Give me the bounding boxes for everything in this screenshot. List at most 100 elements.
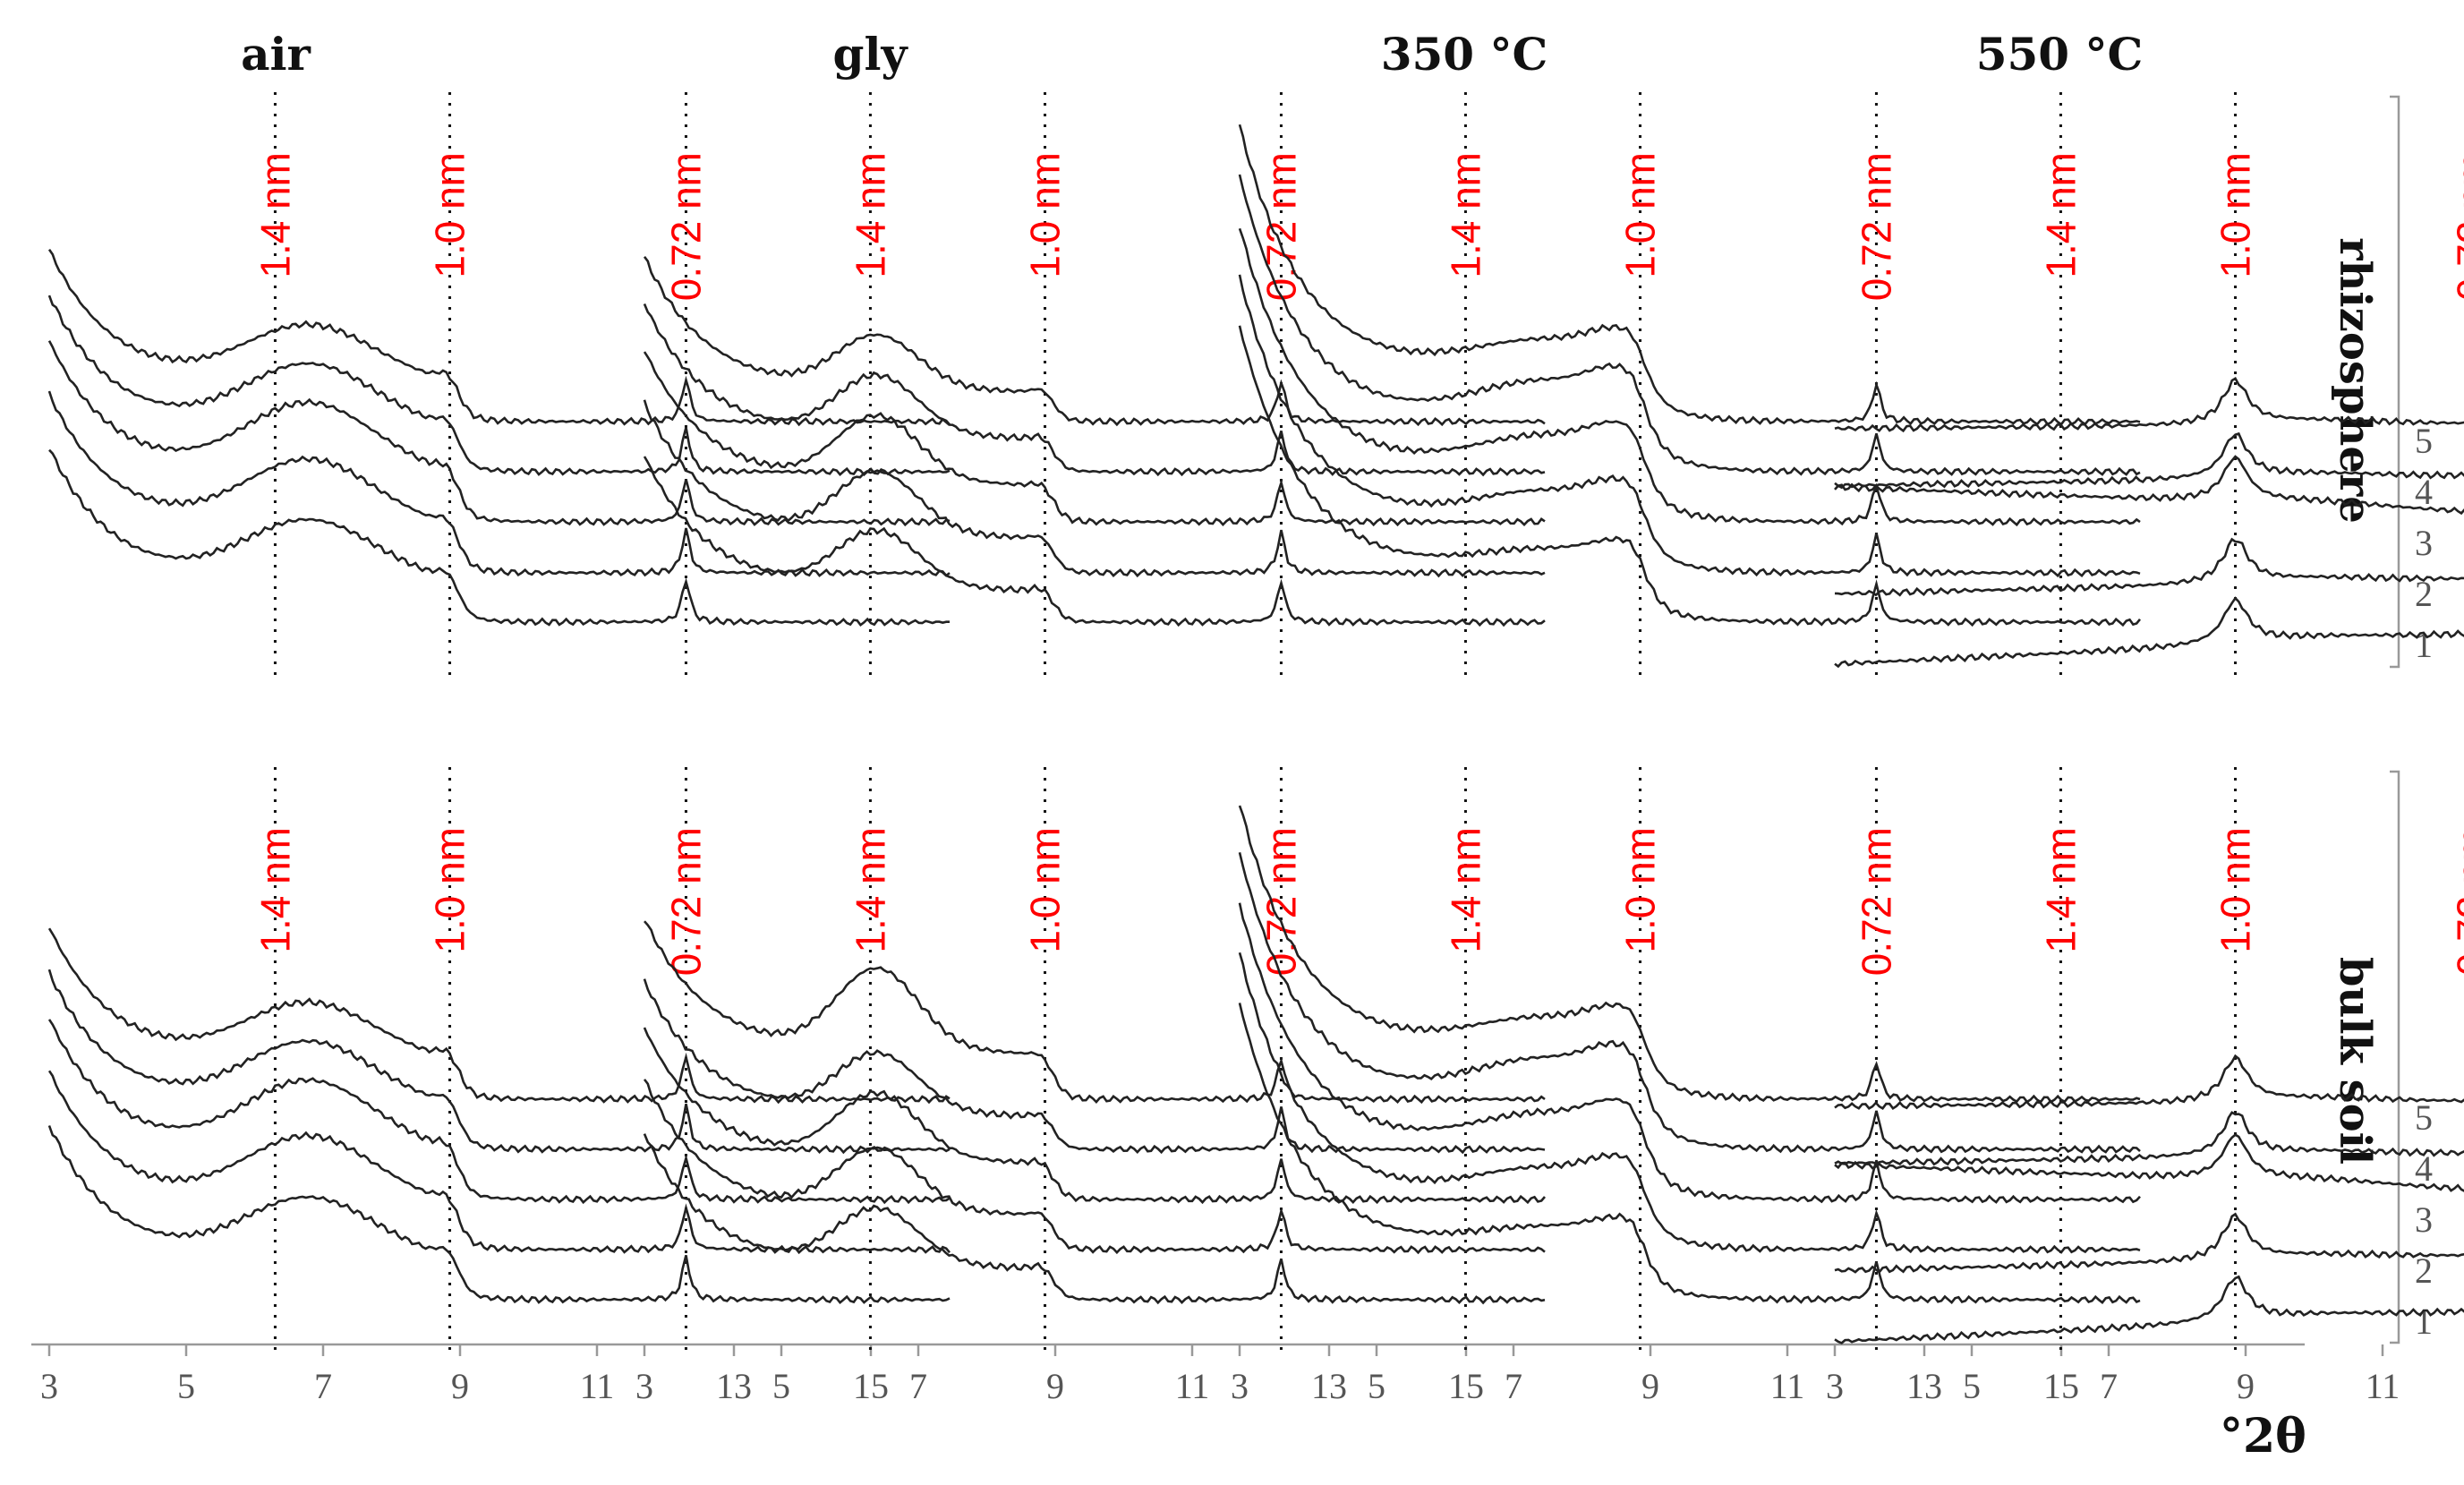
right-axis-bulk-soil	[2390, 770, 2400, 1344]
sample-label: 4	[2415, 472, 2433, 512]
sample-label: 2	[2415, 574, 2433, 614]
x-tick-label: 5	[1368, 1366, 1385, 1406]
x-tick-label: 13	[1906, 1366, 1942, 1406]
diffractogram-trace	[1238, 274, 2141, 578]
column-title-550c: 550 °C	[1976, 28, 2144, 81]
x-tick-label: 11	[1770, 1366, 1805, 1406]
x-tick-label: 11	[2366, 1366, 2400, 1406]
diffractogram-trace	[1238, 902, 2141, 1204]
diffractogram-trace	[47, 340, 951, 527]
diffractogram-trace	[1238, 174, 2141, 476]
diffractogram-trace	[1834, 376, 2464, 433]
row-titles: rhizosphere bulk soil	[2330, 237, 2380, 1165]
reference-label: 0.72 nm	[2448, 152, 2464, 301]
x-tick-label: 7	[909, 1366, 927, 1406]
diffractogram-trace	[47, 969, 951, 1155]
diffractogram-trace	[47, 249, 951, 427]
x-tick-label: 11	[1175, 1366, 1210, 1406]
x-tick-label: 3	[635, 1366, 653, 1406]
reference-label: 1.4 nm	[847, 152, 893, 278]
diffractogram-trace	[1238, 851, 2141, 1154]
reference-label: 0.72 nm	[1853, 827, 1899, 976]
reference-label: 1.4 nm	[1442, 152, 1488, 278]
diffractogram-trace	[1238, 325, 2142, 627]
reference-label: 1.4 nm	[252, 827, 298, 953]
diffractogram-trace	[643, 351, 1546, 527]
diffractogram-trace	[47, 390, 951, 577]
diffractogram-trace	[1834, 1111, 2464, 1166]
reference-label: 1.0 nm	[1617, 152, 1664, 278]
diffractogram-trace	[1238, 227, 2141, 527]
x-tick-label: 13	[716, 1366, 752, 1406]
diffractogram-trace	[47, 927, 951, 1105]
diffractogram-trace	[1238, 952, 2141, 1254]
right-axis-rhizosphere	[2390, 95, 2400, 669]
x-tick-label: 7	[314, 1366, 332, 1406]
diffractogram-trace	[1238, 124, 2141, 426]
diffractogram-trace	[47, 1019, 951, 1205]
diffractogram-trace	[643, 303, 1546, 477]
x-tick-label: 15	[2043, 1366, 2079, 1406]
reference-label: 1.0 nm	[2212, 827, 2259, 953]
column-titles: air gly 350 °C 550 °C	[241, 28, 2143, 81]
diffractogram-trace	[643, 1079, 1546, 1255]
right-axes: 5 4 3 2 1 5 4 3 2 1	[2390, 95, 2433, 1344]
diffractogram-trace	[643, 1027, 1546, 1205]
diffractogram-trace	[48, 448, 950, 627]
row-title-bulk-soil: bulk soil	[2330, 957, 2380, 1165]
x-unit-label: °2θ	[2220, 1409, 2306, 1464]
diffractogram-trace	[1834, 1133, 2464, 1192]
x-tick-label: 13	[1311, 1366, 1347, 1406]
reference-lines: 1.4 nm 1.0 nm 0.72 nm 1.4 nm 1.0 nm 0.72 nm 1.…	[252, 92, 2464, 1355]
x-axis-ticks: 3579111315357911131535791113153579111315	[40, 1344, 2400, 1406]
column-title-350c: 350 °C	[1381, 28, 1548, 81]
diffractogram-trace	[1834, 596, 2464, 669]
x-tick-label: 3	[1826, 1366, 1844, 1406]
reference-label: 1.0 nm	[427, 827, 473, 953]
sample-label: 5	[2415, 1097, 2433, 1138]
diffractogram-trace	[1834, 537, 2464, 597]
sample-label: 3	[2415, 1199, 2433, 1240]
x-tick-label: 3	[40, 1366, 58, 1406]
diffractogram-trace	[643, 1133, 1546, 1305]
column-title-gly: gly	[832, 28, 908, 81]
diffractogram-trace	[643, 456, 1546, 627]
diffractogram-trace	[1238, 805, 2141, 1104]
sample-label: 3	[2415, 523, 2433, 563]
diffractogram-trace	[1834, 431, 2464, 490]
x-tick-label: 7	[1505, 1366, 1522, 1406]
x-tick-label: 9	[2237, 1366, 2255, 1406]
reference-label: 1.0 nm	[427, 152, 473, 278]
sample-label: 2	[2415, 1250, 2433, 1291]
diffractogram-traces	[47, 124, 2464, 1344]
reference-label: 0.72 nm	[662, 827, 709, 976]
reference-label: 1.4 nm	[2037, 152, 2084, 278]
reference-label: 1.4 nm	[1442, 827, 1488, 953]
column-title-air: air	[241, 28, 311, 81]
diffractogram-trace	[644, 920, 1546, 1105]
reference-label: 0.72 nm	[662, 152, 709, 301]
x-tick-label: 5	[177, 1366, 195, 1406]
diffractogram-trace	[1238, 1003, 2141, 1305]
reference-label: 0.72 nm	[1258, 152, 1304, 301]
diffractogram-trace	[47, 1070, 951, 1255]
x-tick-label: 7	[2100, 1366, 2118, 1406]
x-tick-label: 9	[1641, 1366, 1659, 1406]
diffractogram-trace	[47, 294, 951, 477]
reference-label: 1.0 nm	[1022, 152, 1069, 278]
reference-label: 1.0 nm	[1022, 827, 1069, 953]
diffractogram-trace	[47, 1125, 951, 1305]
sample-label: 1	[2415, 1302, 2433, 1342]
reference-label: 0.72 nm	[2448, 827, 2464, 976]
x-tick-label: 5	[772, 1366, 790, 1406]
reference-label: 1.0 nm	[1617, 827, 1664, 953]
reference-label: 0.72 nm	[1853, 152, 1899, 301]
x-tick-label: 5	[1963, 1366, 1981, 1406]
reference-label: 1.0 nm	[2212, 152, 2259, 278]
sample-label: 1	[2415, 625, 2433, 665]
x-tick-label: 15	[853, 1366, 889, 1406]
reference-label: 1.4 nm	[2037, 827, 2084, 953]
row-title-rhizosphere: rhizosphere	[2330, 237, 2380, 524]
sample-labels: 5 4 3 2 1 5 4 3 2 1	[2415, 421, 2433, 1342]
